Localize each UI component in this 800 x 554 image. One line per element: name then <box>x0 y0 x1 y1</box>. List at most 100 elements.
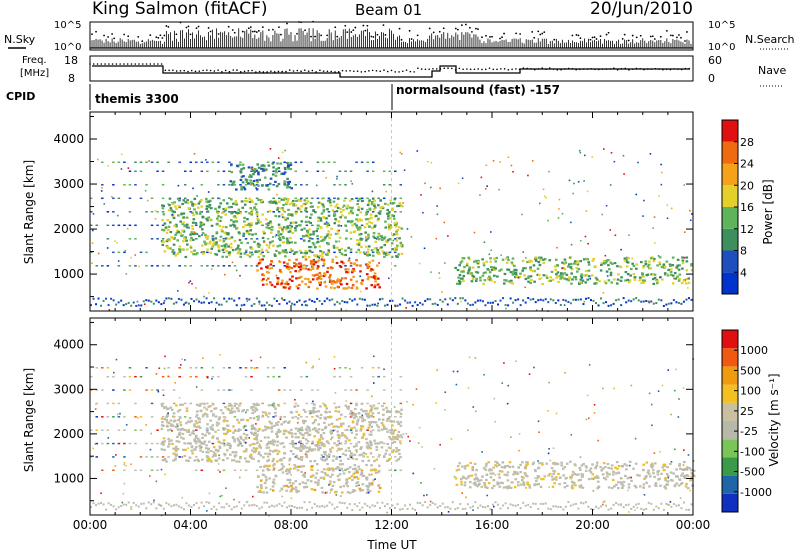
echo-cell <box>355 433 358 436</box>
echo-cell <box>277 211 281 213</box>
echo-cell <box>305 202 309 205</box>
echo-cell <box>358 416 362 419</box>
echo-cell <box>140 304 143 307</box>
echo-cell <box>368 446 371 449</box>
echo-cell <box>627 503 630 506</box>
echo-cell <box>257 460 260 463</box>
echo-cell <box>687 281 691 285</box>
echo-cell <box>193 440 197 443</box>
echo-cell <box>331 473 334 476</box>
echo-cell <box>484 271 487 274</box>
echo-cell <box>645 461 649 464</box>
echo-cell <box>677 268 681 271</box>
echo-cell <box>259 220 262 224</box>
echo-cell <box>239 442 242 445</box>
echo-cell <box>662 304 665 307</box>
echo-cell <box>193 203 197 206</box>
echo-cell <box>614 472 618 475</box>
nave-point <box>616 69 619 71</box>
nave-point <box>665 68 668 71</box>
echo-cell <box>244 424 247 428</box>
echo-cell <box>317 479 320 482</box>
echo-cell <box>339 210 343 214</box>
echo-cell <box>180 248 184 251</box>
echo-cell <box>575 473 578 476</box>
echo-cell <box>179 436 183 439</box>
echo-cell <box>209 449 213 453</box>
echo-cell <box>377 402 380 405</box>
echo-cell <box>506 464 510 468</box>
nsearch-point <box>187 25 190 28</box>
nsearch-point <box>456 28 459 31</box>
echo-cell <box>382 442 386 445</box>
echo-cell <box>313 459 317 463</box>
echo-cell <box>252 442 256 446</box>
echo-cell <box>537 261 541 264</box>
echo-cell <box>249 453 253 456</box>
echo-cell <box>117 429 121 431</box>
echo-cell <box>338 375 342 378</box>
echo-cell <box>644 262 648 266</box>
echo-cell <box>657 255 660 257</box>
echo-cell <box>388 429 391 431</box>
echo-cell <box>138 265 140 268</box>
nave-point <box>605 68 608 70</box>
echo-cell <box>247 460 250 463</box>
echo-cell <box>360 197 364 200</box>
echo-cell <box>222 170 226 173</box>
echo-cell <box>673 484 677 487</box>
echo-cell <box>374 206 377 209</box>
echo-cell <box>336 175 338 178</box>
echo-cell <box>672 299 675 302</box>
echo-cell <box>371 170 375 173</box>
echo-cell <box>260 487 263 490</box>
echo-cell <box>383 236 387 239</box>
echo-cell <box>126 227 129 230</box>
echo-cell <box>395 248 398 251</box>
echo-cell <box>368 221 371 224</box>
echo-cell <box>324 236 327 239</box>
echo-cell <box>105 297 108 300</box>
echo-cell <box>342 472 346 475</box>
echo-cell <box>123 429 126 431</box>
echo-cell <box>251 209 254 212</box>
echo-cell <box>649 257 653 260</box>
echo-cell <box>323 222 327 225</box>
echo-cell <box>329 286 333 289</box>
echo-cell <box>579 484 583 487</box>
echo-cell <box>289 431 293 434</box>
echo-cell <box>145 265 148 267</box>
echo-cell <box>288 504 291 507</box>
echo-cell <box>214 430 217 433</box>
echo-cell <box>210 460 213 463</box>
echo-cell <box>134 254 137 256</box>
echo-cell <box>659 484 662 487</box>
echo-cell <box>203 240 206 243</box>
echo-cell <box>655 301 658 304</box>
echo-cell <box>250 375 253 378</box>
colorbar-tick-label: 8 <box>740 245 747 258</box>
echo-cell <box>166 425 169 428</box>
echo-cell <box>320 212 324 215</box>
echo-cell <box>160 417 164 420</box>
echo-cell <box>270 440 273 443</box>
echo-cell <box>305 215 308 218</box>
echo-cell <box>262 240 266 243</box>
echo-cell <box>171 202 175 206</box>
echo-cell <box>371 259 375 262</box>
echo-cell <box>212 446 216 449</box>
echo-cell <box>488 271 492 274</box>
echo-cell <box>358 468 361 471</box>
nsearch-point <box>481 36 483 39</box>
echo-cell <box>282 261 286 264</box>
echo-cell <box>331 258 335 261</box>
echo-cell <box>559 303 562 306</box>
echo-cell <box>619 279 623 282</box>
echo-cell <box>195 287 197 289</box>
echo-cell <box>269 220 272 223</box>
echo-cell <box>683 231 686 233</box>
nave-point <box>541 67 544 69</box>
echo-cell <box>199 225 202 228</box>
echo-cell <box>174 205 177 208</box>
echo-cell <box>573 182 575 185</box>
